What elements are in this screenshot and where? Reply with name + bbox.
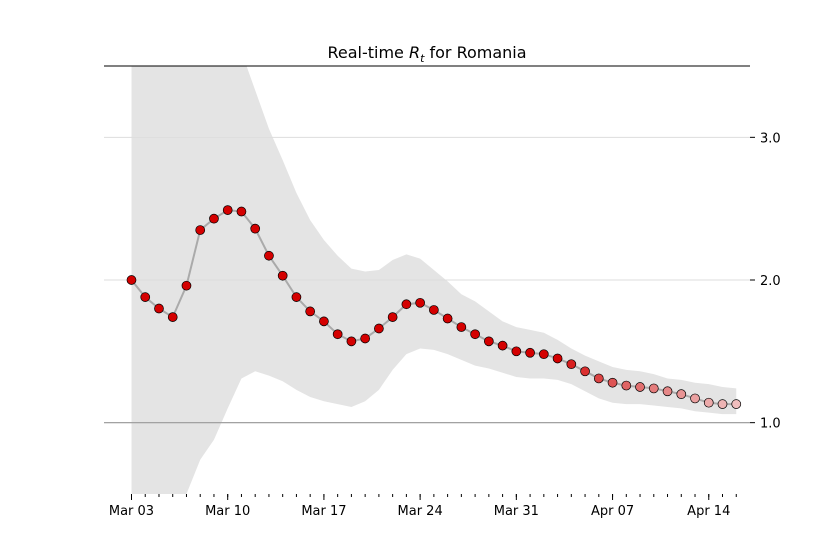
rt-point	[470, 329, 480, 340]
rt-point	[181, 280, 192, 291]
rt-point	[167, 312, 178, 322]
rt-point	[277, 270, 288, 281]
rt-point	[126, 275, 137, 285]
rt-point	[236, 206, 247, 217]
title-part: t	[420, 52, 425, 65]
rt-point	[703, 397, 714, 408]
x-tick-label: Mar 24	[398, 504, 443, 519]
rt-point	[593, 373, 604, 384]
rt-point	[635, 382, 645, 392]
rt-point	[538, 349, 549, 360]
x-tick-label: Mar 03	[109, 504, 154, 519]
rt-point	[332, 329, 343, 340]
rt-point	[154, 303, 164, 314]
rt-point	[415, 297, 425, 308]
rt-point	[195, 225, 206, 235]
rt-point	[607, 377, 618, 388]
title-part: R	[409, 43, 420, 62]
rt-point	[552, 353, 563, 364]
chart-title: Real-time Rt for Romania	[327, 43, 526, 65]
rt-point	[717, 399, 728, 409]
x-tick-label: Apr 14	[687, 504, 730, 519]
rt-point	[731, 399, 742, 409]
rt-point	[497, 340, 508, 351]
rt-point	[429, 305, 439, 315]
rt-point	[662, 386, 673, 397]
rt-point	[442, 313, 453, 324]
rt-point	[525, 347, 535, 358]
rt-point	[140, 292, 151, 302]
rt-point	[222, 205, 233, 215]
rt-point	[690, 393, 700, 404]
rt-point	[387, 312, 398, 322]
rt-point	[401, 299, 412, 310]
y-tick-label: 2.0	[760, 274, 781, 289]
rt-point	[291, 292, 302, 302]
rt-point	[621, 380, 632, 391]
rt-point	[566, 359, 577, 370]
rt-point	[580, 366, 590, 377]
rt-point	[346, 336, 357, 347]
rt-point	[511, 346, 522, 357]
confidence-band	[131, 66, 737, 494]
rt-point	[676, 389, 687, 399]
x-tick-label: Mar 10	[205, 504, 250, 519]
rt-point	[648, 383, 659, 394]
title-part: for Romania	[424, 43, 526, 62]
y-tick-label: 1.0	[760, 417, 781, 432]
rt-point	[250, 223, 261, 234]
title-part: Real-time	[327, 43, 409, 62]
rt-point	[360, 333, 370, 344]
x-tick-label: Mar 17	[301, 504, 346, 519]
rt-point	[319, 316, 329, 327]
rt-point	[484, 336, 494, 347]
rt-point	[209, 213, 219, 224]
rt-point	[305, 306, 316, 317]
rt-point	[456, 322, 467, 332]
x-tick-label: Mar 31	[494, 504, 539, 519]
rt-point	[374, 323, 384, 334]
x-tick-label: Apr 07	[591, 504, 634, 519]
y-tick-label: 3.0	[760, 131, 781, 146]
rt-point	[264, 250, 274, 261]
